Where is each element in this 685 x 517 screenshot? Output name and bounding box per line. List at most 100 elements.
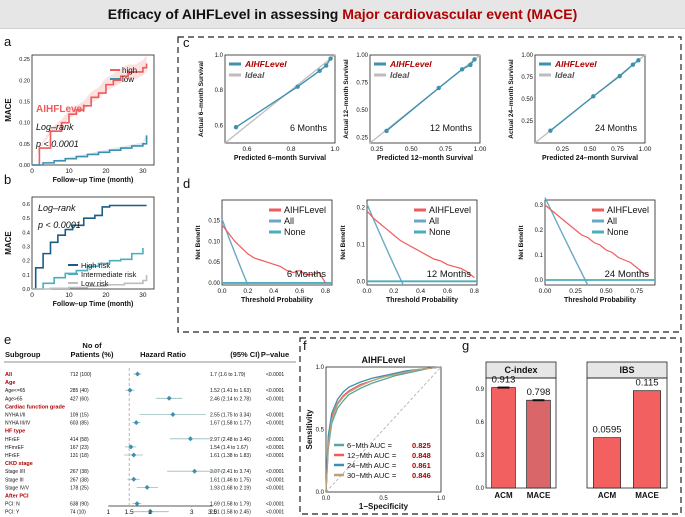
forest-row-ci: 1.54 (1.4 to 1.67) — [210, 445, 248, 451]
panel-c-point — [328, 56, 333, 61]
panel-b-ytick: 0.5 — [22, 216, 30, 222]
panel-d-model-0 — [221, 224, 327, 284]
forest-point — [128, 444, 134, 450]
forest-row-p: <0.0001 — [266, 485, 284, 491]
roc-legend-label-1: 12−Mth AUC = — [347, 451, 397, 460]
panel-d-period-2: 24 Months — [605, 269, 650, 280]
bar-title-1: IBS — [619, 365, 634, 375]
panel-c-axes-2 — [534, 54, 646, 144]
panel-d-legend-0: AIHFLevel — [429, 205, 471, 215]
forest-point — [144, 484, 150, 490]
roc-xtick: 1.0 — [437, 496, 446, 502]
panel-d-xtick: 0.25 — [569, 288, 582, 295]
forest-row-label: NYHA III/IV — [5, 421, 31, 427]
panel-cd-border — [177, 36, 682, 333]
panel-b-annot-p: p < 0.0001 — [37, 220, 81, 230]
forest-row-ci: 1.61 (1.46 to 1.75) — [210, 477, 251, 483]
roc-legend-label-0: 6−Mth AUC = — [347, 441, 393, 450]
panel-c-period-2: 24 Months — [595, 123, 638, 133]
panel-letter-f: f — [303, 338, 307, 353]
panel-b-legend-0: High risk — [81, 261, 110, 270]
panel-c-ytick: 1.00 — [521, 53, 533, 59]
panel-b-ylabel: MACE — [4, 231, 13, 255]
forest-row-label: HFmrEF — [5, 445, 24, 451]
panel-d-legend-0: AIHFLevel — [607, 205, 649, 215]
panel-a-ytick: 0.25 — [19, 57, 30, 63]
panel-c-xtick: 0.25 — [371, 146, 384, 153]
panel-c-point — [591, 94, 596, 99]
panel-a-ytick: 0.00 — [19, 163, 30, 169]
roc-legend-label-2: 24−Mth AUC = — [347, 461, 397, 470]
panel-b-line-Low risk — [32, 274, 148, 290]
forest-row-n: 267 (38) — [70, 469, 89, 475]
figure-title: Efficacy of AIHFLevel in assessing Major… — [0, 0, 685, 29]
bar-axes-0 — [485, 377, 557, 489]
panel-d-ytick: 0.10 — [208, 239, 220, 245]
roc-legend-label-3: 30−Mth AUC = — [347, 471, 397, 480]
panel-d-ylabel-1: Net Benefit — [340, 225, 347, 260]
forest-header-no: No of — [82, 341, 102, 350]
forest-row-p: <0.0001 — [266, 421, 284, 427]
forest-row-p: <0.0001 — [266, 396, 284, 402]
bar-value-label: 0.913 — [492, 375, 516, 386]
panel-c-ytick: 0.75 — [521, 75, 533, 81]
roc-diagonal — [325, 366, 442, 493]
panel-d-legend-1: All — [284, 216, 294, 226]
panel-d-xlabel-1: Threshold Probability — [386, 297, 458, 304]
panel-d-xtick: 0.2 — [389, 288, 398, 295]
panel-c-ytick: 0.50 — [521, 97, 533, 103]
roc-line-3 — [325, 366, 442, 493]
forest-row-n: 167 (23) — [70, 445, 89, 451]
forest-row-ci: 3.07 (2.41 to 3.74) — [210, 469, 251, 475]
panel-c-ytick: 0.6 — [215, 123, 224, 129]
forest-row-label: HFrEF — [5, 437, 20, 443]
panel-c-axes-1 — [369, 54, 481, 144]
panel-d-legend-0: AIHFLevel — [284, 205, 326, 215]
forest-row-p: <0.0001 — [266, 502, 284, 508]
forest-row-label: All — [5, 372, 13, 378]
panel-c-xlabel-0: Predicted 6–month Survival — [234, 155, 326, 162]
panel-c-xtick: 0.50 — [584, 146, 597, 153]
panel-b-ytick: 0.4 — [22, 230, 30, 236]
panel-d-xlabel-2: Threshold Probability — [564, 297, 636, 304]
forest-point — [192, 468, 198, 474]
forest-row-label: After PCI — [5, 494, 29, 500]
panel-b-legend-2: Low risk — [81, 279, 109, 288]
panel-d-ytick: 0.2 — [535, 228, 544, 234]
panel-c-point — [384, 128, 389, 134]
roc-ytick: 0.5 — [316, 428, 325, 434]
panel-c-ylabel-2: Actual 24–month Survival — [508, 59, 515, 139]
panel-d-axes-1 — [366, 199, 478, 286]
bar-category-label: ACM — [598, 491, 617, 500]
panel-a-ytick: 0.10 — [19, 121, 30, 127]
forest-row-ci: 2.97 (2.48 to 3.46) — [210, 437, 251, 443]
panel-a-ytick: 0.05 — [19, 142, 30, 148]
panel-c-xtick: 0.6 — [242, 146, 251, 153]
forest-row-label: Stage I/II — [5, 469, 25, 475]
panel-c-legend-1: Ideal — [555, 70, 575, 80]
forest-row-label: Age — [5, 380, 15, 386]
panel-c-ylabel-1: Actual 12–month Survival — [343, 59, 350, 139]
panel-b-xtick: 20 — [102, 292, 110, 299]
panel-d-xlabel-0: Threshold Probability — [241, 297, 313, 304]
roc-ytick: 1.0 — [316, 365, 325, 371]
panel-letter-e: e — [4, 332, 11, 347]
panel-a-legend-high: high — [122, 66, 137, 75]
panel-d-xtick: 0.6 — [443, 288, 452, 295]
bar-value-label: 0.115 — [635, 378, 658, 389]
panel-d-legend-2: None — [429, 227, 451, 237]
roc-xtick: 0.0 — [322, 496, 331, 502]
panel-d-xtick: 0.4 — [269, 288, 278, 295]
panel-a-annot-test: Log–rank — [36, 122, 74, 132]
forest-xtick: 3.5 — [208, 509, 217, 516]
forest-row-n: 178 (25) — [70, 485, 89, 491]
forest-point — [147, 509, 153, 515]
panel-d-ytick: 0.1 — [357, 242, 366, 248]
bar-value-label: 0.0595 — [592, 425, 621, 436]
panel-d-all-2 — [544, 197, 589, 286]
panel-d-ytick: 0.1 — [535, 253, 544, 259]
panel-c-xlabel-1: Predicted 12–month Survival — [377, 155, 473, 162]
panel-c-point — [459, 67, 465, 72]
bar-ytick: 0.0 — [476, 486, 485, 492]
panel-c-ytick: 0.25 — [356, 136, 368, 142]
